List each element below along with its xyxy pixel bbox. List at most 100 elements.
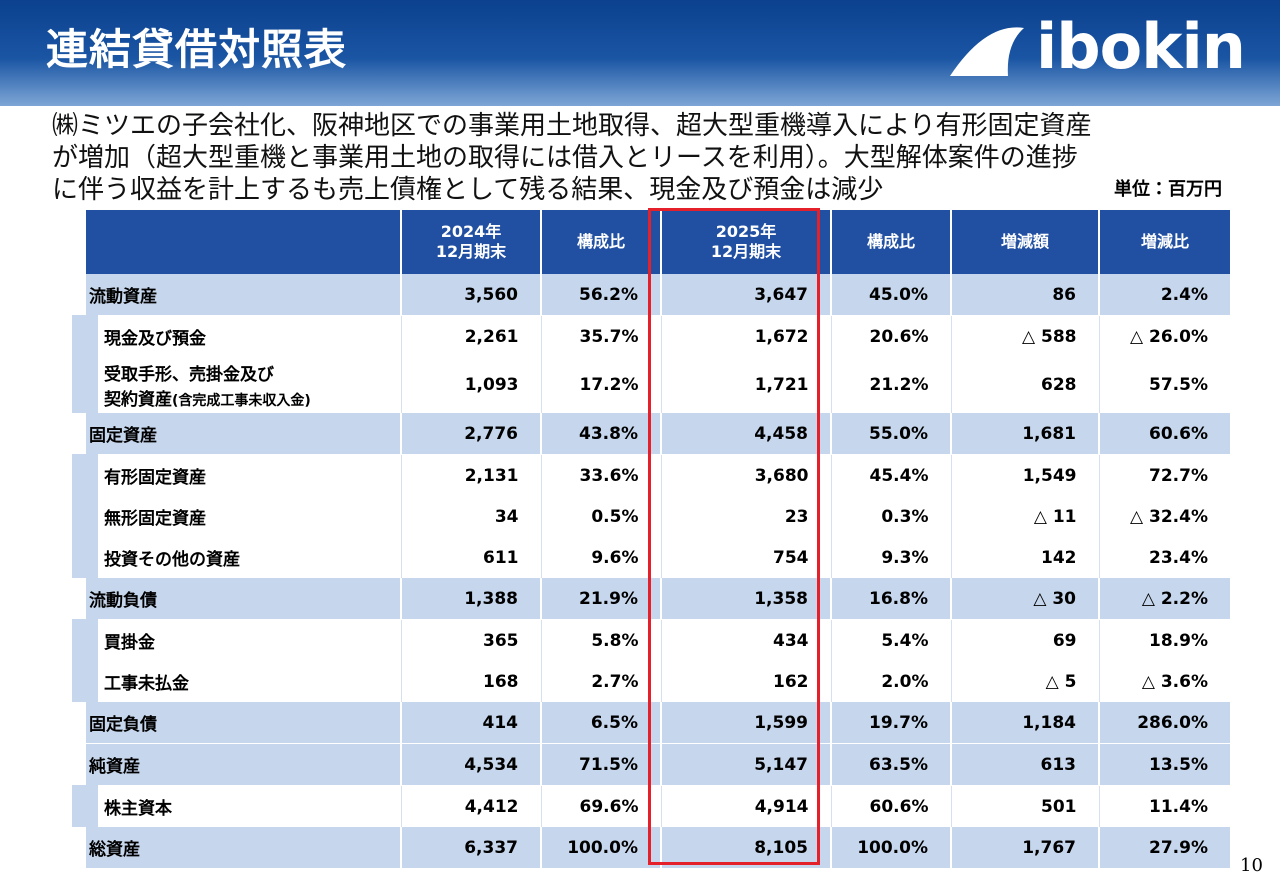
value-cell: 43.8% [540, 413, 661, 455]
value-cell: 35.7% [540, 315, 661, 357]
item-row: 買掛金 365 5.8% 434 5.4% 69 18.9% [72, 619, 1230, 661]
value-cell: 55.0% [830, 413, 951, 455]
row-label: 現金及び預金 [72, 315, 401, 357]
title: 連結貸借対照表 [46, 25, 348, 74]
value-cell: 628 [950, 357, 1099, 413]
value-cell: 60.6% [1098, 413, 1230, 455]
value-cell: 34 [400, 496, 541, 537]
value-cell: △ 32.4% [1098, 496, 1230, 537]
value-cell: 1,184 [950, 702, 1099, 744]
item-row: 受取手形、売掛金及び 契約資産(含完成工事未収入金) 1,093 17.2% 1,721… [72, 357, 1230, 413]
value-cell: 286.0% [1098, 702, 1230, 744]
row-label: 固定負債 [84, 702, 401, 744]
value-cell: △ 588 [950, 315, 1099, 357]
header-cell: 増減比 [1098, 210, 1230, 274]
value-cell: 56.2% [540, 274, 661, 316]
balance-sheet: 2024年 12月期末 構成比 2025年 12月期末 構成比 増減額 増減比 流動資産 3,56… [72, 210, 1230, 869]
value-cell: 2.7% [540, 661, 661, 702]
value-cell: 2,261 [400, 315, 541, 357]
page-number: 10 [1240, 855, 1263, 876]
section-row: 固定資産 2,776 43.8% 4,458 55.0% 1,681 60.6% [84, 413, 1230, 455]
header-bar [0, 0, 1280, 106]
row-label: 受取手形、売掛金及び 契約資産(含完成工事未収入金) [72, 357, 401, 413]
value-cell: 5,147 [660, 743, 831, 786]
label: 固定資産 [89, 426, 157, 446]
logo-mark [950, 27, 1024, 76]
label: 無形固定資産 [104, 509, 206, 529]
value-cell: 100.0% [540, 827, 661, 869]
header-cell: 2025年 12月期末 [660, 210, 831, 274]
value-cell: 19.7% [830, 702, 951, 744]
value-cell: 1,549 [950, 454, 1099, 496]
note: (含完成工事未収入金) [172, 393, 311, 409]
header-cell: 構成比 [540, 210, 661, 274]
value-cell: 9.3% [830, 537, 951, 578]
value-cell: 2,131 [400, 454, 541, 496]
value-cell: △ 30 [950, 578, 1099, 620]
label: 固定負債 [89, 715, 157, 735]
item-row: 株主資本 4,412 69.6% 4,914 60.6% 501 11.4% [72, 785, 1230, 827]
value-cell: 11.4% [1098, 785, 1230, 827]
row-label: 流動資産 [84, 274, 401, 316]
section-row: 流動負債 1,388 21.9% 1,358 16.8% △ 30 △ 2.2% [84, 578, 1230, 620]
value-cell: 23 [660, 496, 831, 537]
header-cell: 2024年 12月期末 [400, 210, 541, 274]
value-cell: 611 [400, 537, 541, 578]
section-row: 純資産 4,534 71.5% 5,147 63.5% 613 13.5% [84, 743, 1230, 786]
section-row: 固定負債 414 6.5% 1,599 19.7% 1,184 286.0% [84, 702, 1230, 744]
value-cell: 69 [950, 619, 1099, 661]
value-cell: 0.5% [540, 496, 661, 537]
value-cell: △ 5 [950, 661, 1099, 702]
row-label: 無形固定資産 [72, 496, 401, 537]
value-cell: 613 [950, 743, 1099, 786]
value-cell: 23.4% [1098, 537, 1230, 578]
value-cell: 45.0% [830, 274, 951, 316]
header-line: 構成比 [576, 232, 625, 251]
header-line: 2025年 [715, 222, 777, 241]
value-cell: 501 [950, 785, 1099, 827]
value-cell: 33.6% [540, 454, 661, 496]
value-cell: 1,681 [950, 413, 1099, 455]
value-cell: 27.9% [1098, 827, 1230, 869]
row-label: 固定資産 [84, 413, 401, 455]
label: 流動負債 [89, 591, 157, 611]
item-row: 現金及び預金 2,261 35.7% 1,672 20.6% △ 588 △ 26.0% [72, 315, 1230, 357]
value-cell: 1,388 [400, 578, 541, 620]
value-cell: 3,680 [660, 454, 831, 496]
value-cell: 71.5% [540, 743, 661, 786]
header-line: 増減比 [1140, 232, 1189, 251]
description-line: ㈱ミツエの子会社化、阪神地区での事業用土地取得、超大型重機導入により有形固定資産 [52, 111, 1092, 141]
value-cell: 2,776 [400, 413, 541, 455]
description: ㈱ミツエの子会社化、阪神地区での事業用土地取得、超大型重機導入により有形固定資産… [52, 110, 1091, 206]
value-cell: 60.6% [830, 785, 951, 827]
value-cell: 365 [400, 619, 541, 661]
value-cell: 0.3% [830, 496, 951, 537]
value-cell: 2.4% [1098, 274, 1230, 316]
item-row: 工事未払金 168 2.7% 162 2.0% △ 5 △ 3.6% [72, 661, 1230, 702]
value-cell: 3,560 [400, 274, 541, 316]
row-label: 総資産 [84, 827, 401, 869]
header-line: 12月期末 [710, 242, 782, 261]
value-cell: 5.4% [830, 619, 951, 661]
unit: 単位：百万円 [1114, 179, 1222, 200]
value-cell: △ 2.2% [1098, 578, 1230, 620]
description-line: が増加（超大型重機と事業用土地の取得には借入とリースを利用）。大型解体案件の進捗 [52, 143, 1078, 173]
header-line: 増減額 [1000, 232, 1049, 251]
value-cell: 754 [660, 537, 831, 578]
value-cell: 20.6% [830, 315, 951, 357]
value-cell: 1,767 [950, 827, 1099, 869]
value-cell: 45.4% [830, 454, 951, 496]
value-cell: 4,534 [400, 743, 541, 786]
value-cell: 18.9% [1098, 619, 1230, 661]
label: 買掛金 [104, 633, 155, 653]
label: 契約資産(含完成工事未収入金) [104, 390, 311, 410]
value-cell: 1,721 [660, 357, 831, 413]
value-cell: 414 [400, 702, 541, 744]
label: 総資産 [89, 840, 140, 860]
value-cell: 17.2% [540, 357, 661, 413]
value-cell: 16.8% [830, 578, 951, 620]
header-cell [84, 210, 401, 274]
header-line: 12月期末 [435, 242, 507, 261]
row-label: 買掛金 [72, 619, 401, 661]
header-line: 2024年 [440, 222, 502, 241]
